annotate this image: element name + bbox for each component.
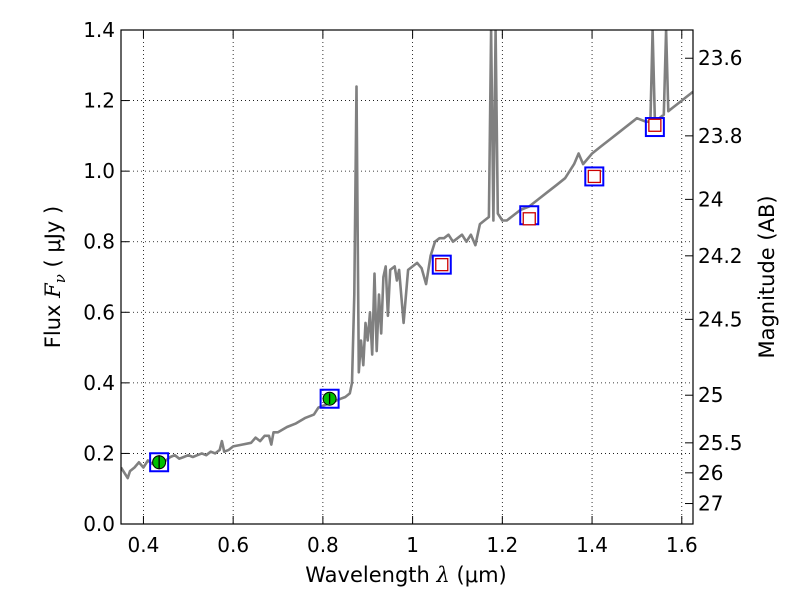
model-photometry-square (644, 117, 665, 138)
right-axis-title: Magnitude (AB) (755, 195, 779, 358)
y-tick-label: 1.2 (83, 89, 115, 113)
y-tick-label: 1.0 (83, 159, 115, 183)
model-photometry-square (431, 254, 452, 275)
x-tick-label: 0.4 (128, 533, 160, 557)
model-photometry-square (319, 388, 340, 409)
y-tick-label: 0.0 (83, 512, 115, 536)
x-axis-title: Wavelength λ (μm) (305, 563, 506, 587)
right-tick-label: 24 (698, 187, 723, 211)
y-axis-ticks: 0.0 0.2 0.4 0.6 0.8 1.0 1.2 1.4 (83, 18, 129, 536)
right-axis-ticks: 23.6 23.8 24 24.2 24.5 25 25.5 26 27 (685, 46, 743, 516)
x-tick-label: 1.4 (576, 533, 608, 557)
y-axis-title: Flux Fν ( μJy ) (41, 206, 69, 348)
right-tick-label: 24.2 (698, 244, 743, 268)
y-tick-label: 0.2 (83, 441, 115, 465)
y-tick-label: 0.6 (83, 300, 115, 324)
right-tick-label: 23.6 (698, 46, 743, 70)
right-tick-label: 25 (698, 383, 723, 407)
plot-frame (120, 29, 694, 525)
right-tick-label: 23.8 (698, 124, 743, 148)
x-tick-label: 1.6 (666, 533, 698, 557)
x-tick-label: 1 (406, 533, 419, 557)
upper-limit-square (522, 212, 536, 226)
right-tick-label: 27 (698, 492, 723, 516)
upper-limit-square (435, 257, 449, 272)
data-markers (149, 117, 665, 473)
x-tick-label: 0.8 (307, 533, 339, 557)
x-tick-label: 1.2 (486, 533, 518, 557)
y-tick-label: 1.4 (83, 18, 115, 42)
right-tick-label: 26 (698, 461, 723, 485)
spectrum-line (121, 30, 693, 480)
x-axis-ticks: 0.4 0.6 0.8 1 1.2 1.4 1.6 (128, 30, 698, 557)
y-tick-label: 0.4 (83, 371, 115, 395)
model-photometry-square (584, 166, 605, 187)
upper-limit-square (648, 118, 662, 132)
upper-limit-square (587, 169, 601, 184)
x-tick-label: 0.6 (217, 533, 249, 557)
right-tick-label: 24.5 (698, 307, 743, 331)
y-tick-label: 0.8 (83, 230, 115, 254)
right-tick-label: 25.5 (698, 431, 743, 455)
model-photometry-square (149, 452, 170, 473)
